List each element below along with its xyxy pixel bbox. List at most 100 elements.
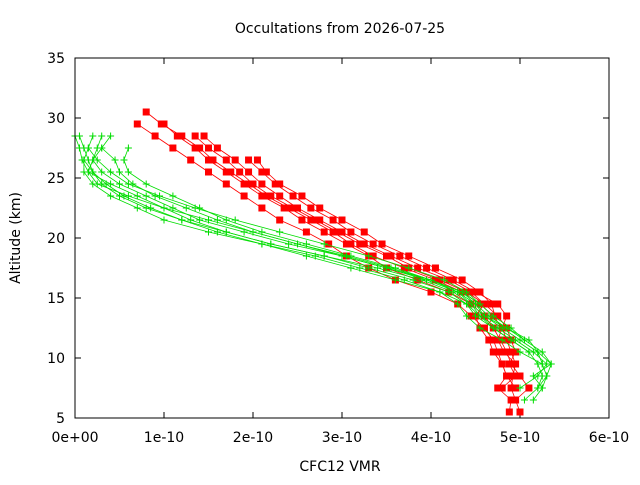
data-point-plus: [476, 324, 484, 332]
data-point-square: [209, 156, 217, 164]
data-point-square: [467, 312, 475, 320]
data-point-square: [240, 180, 248, 188]
data-point-plus: [547, 360, 555, 368]
data-point-square: [488, 300, 496, 308]
data-point-square: [245, 180, 253, 188]
data-point-square: [525, 384, 533, 392]
data-point-square: [360, 240, 368, 248]
data-point-square: [205, 168, 212, 176]
data-point-plus: [320, 240, 328, 248]
red-profile-series: [200, 132, 520, 392]
data-point-square: [431, 276, 439, 284]
data-point-square: [151, 132, 159, 140]
data-point-square: [196, 144, 204, 152]
data-point-plus: [213, 228, 221, 236]
data-point-plus: [258, 240, 266, 248]
data-point-square: [338, 216, 346, 224]
data-point-square: [414, 276, 422, 284]
y-tick-label: 35: [47, 51, 65, 67]
red-profile-series: [253, 156, 499, 344]
data-point-plus: [454, 300, 462, 308]
data-point-plus: [391, 276, 399, 284]
data-point-plus: [213, 216, 221, 224]
data-point-square: [173, 132, 181, 140]
data-point-plus: [124, 180, 132, 188]
data-point-plus: [520, 336, 528, 344]
data-point-square: [249, 180, 257, 188]
data-point-square: [245, 156, 253, 164]
green-profile-series: [84, 144, 484, 308]
data-point-square: [191, 132, 199, 140]
red-profile-series: [191, 132, 520, 392]
series-line: [257, 159, 496, 341]
data-point-square: [289, 192, 297, 200]
green-profile-series: [80, 156, 533, 356]
data-point-plus: [142, 192, 150, 200]
x-tick-label: 6e-10: [589, 430, 629, 446]
data-point-plus: [276, 228, 284, 236]
red-profile-series: [142, 108, 524, 416]
data-point-plus: [102, 180, 110, 188]
data-point-plus: [507, 324, 515, 332]
data-point-square: [258, 192, 266, 200]
data-point-square: [285, 204, 293, 212]
data-point-plus: [231, 216, 239, 224]
data-point-plus: [156, 192, 164, 200]
data-point-square: [347, 240, 355, 248]
data-point-square: [427, 288, 435, 296]
data-point-plus: [476, 300, 484, 308]
data-point-square: [298, 192, 306, 200]
data-point-plus: [347, 264, 355, 272]
data-point-square: [245, 168, 253, 176]
data-point-plus: [320, 252, 328, 260]
data-point-plus: [498, 336, 506, 344]
data-point-plus: [538, 384, 546, 392]
data-point-plus: [142, 180, 150, 188]
data-point-square: [205, 144, 212, 152]
data-point-plus: [342, 252, 350, 260]
data-point-square: [512, 372, 520, 380]
data-point-square: [231, 156, 239, 164]
data-point-square: [476, 288, 484, 296]
data-point-square: [160, 120, 168, 128]
chart-title: Occultations from 2026-07-25: [235, 21, 445, 37]
ticks-layer: 0e+00 1e-10 2e-10 3e-10 4e-10 5e-10 6e-10 5 10 15…: [47, 51, 629, 446]
data-point-square: [512, 396, 520, 404]
data-point-plus: [75, 144, 83, 152]
data-point-square: [222, 156, 230, 164]
series-line: [87, 147, 481, 305]
data-point-plus: [463, 300, 471, 308]
data-point-plus: [84, 144, 92, 152]
series-line: [145, 111, 521, 413]
data-point-square: [258, 168, 266, 176]
data-point-square: [512, 360, 520, 368]
data-point-square: [503, 372, 511, 380]
data-point-plus: [107, 192, 115, 200]
data-point-square: [369, 252, 377, 260]
data-point-plus: [133, 192, 141, 200]
data-point-square: [494, 300, 502, 308]
data-point-square: [507, 348, 515, 356]
data-point-square: [271, 180, 279, 188]
data-point-square: [338, 228, 346, 236]
data-point-square: [494, 336, 502, 344]
data-point-square: [414, 264, 422, 272]
data-point-plus: [93, 180, 101, 188]
data-point-square: [458, 276, 466, 284]
data-point-plus: [489, 312, 497, 320]
data-point-square: [169, 144, 177, 152]
series-line: [248, 159, 516, 365]
data-point-square: [431, 264, 439, 272]
y-tick-label: 5: [56, 411, 65, 427]
data-point-square: [400, 264, 408, 272]
data-point-square: [133, 120, 141, 128]
data-point-square: [467, 288, 475, 296]
data-point-square: [289, 204, 297, 212]
data-point-plus: [111, 156, 119, 164]
data-point-square: [307, 216, 315, 224]
series-line: [92, 135, 552, 389]
data-point-square: [178, 132, 186, 140]
data-point-plus: [529, 396, 537, 404]
